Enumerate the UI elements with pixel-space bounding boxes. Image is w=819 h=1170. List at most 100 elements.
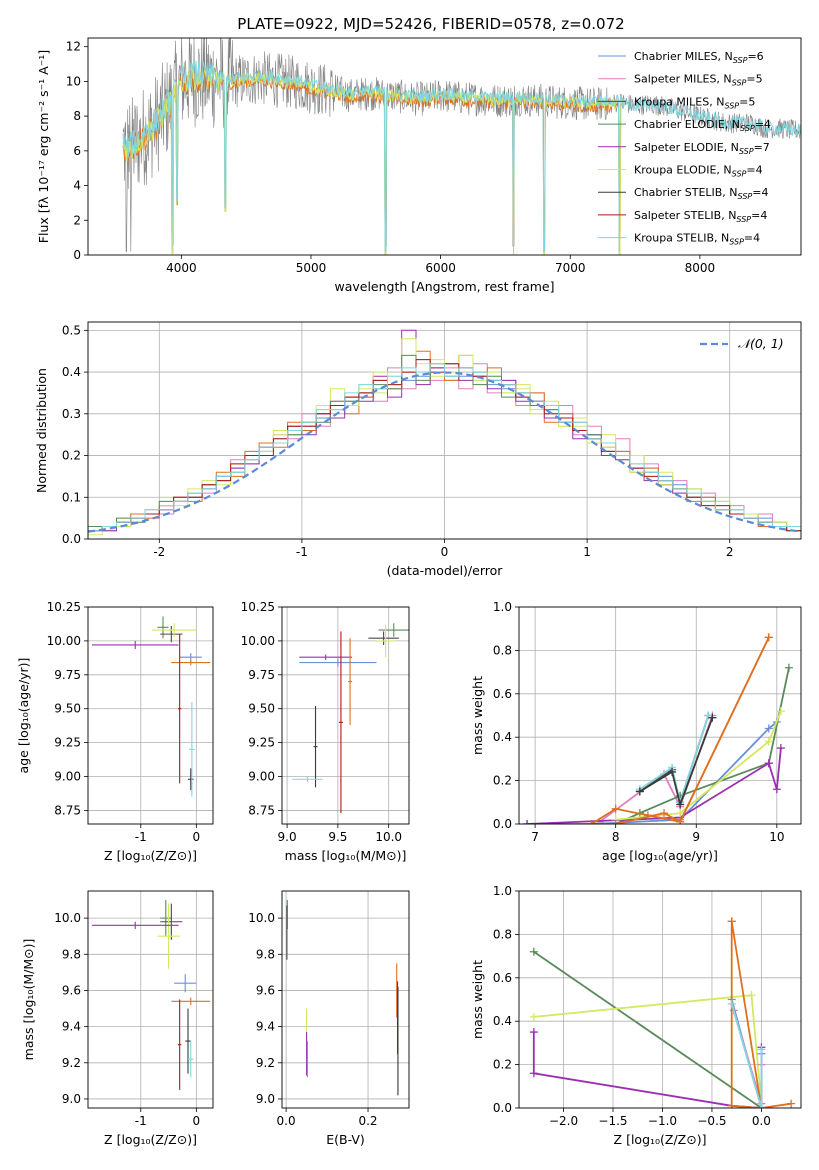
age_vs_Z-ytick-label: 10.25 [47,600,81,614]
legend-label: Chabrier MILES, NSSP=6 [634,50,764,65]
mass_vs_ebv-ytick-label: 9.0 [256,1092,275,1106]
mass_vs_Z-xtick-label: 0 [193,1114,201,1128]
mass_weight_vs_Z-xtick-label: −0.5 [697,1114,726,1128]
mass_vs_ebv-panel: 0.0 0.2 9.0 9.2 9.4 9.6 9.8 10.0 E(B-V) [248,890,410,1147]
mass_weight_vs_age-ytick-label: 0.4 [493,730,512,744]
mass-weight-marker [784,663,793,672]
mass-weight-marker [727,917,736,926]
mass_weight_vs_age-frame [518,606,802,825]
age_vs_mass-ytick-label: 9.00 [248,770,275,784]
mass-weight-marker [708,713,717,722]
legend-label: Chabrier ELODIE, NSSP=4 [634,118,771,133]
age_vs_Z-plot-area [91,616,211,797]
mass_vs_ebv-xtick-label: 0.0 [277,1114,296,1128]
spectrum-xtick-label: 6000 [425,261,456,275]
mass_vs_ebv-ytick-label: 9.8 [256,947,275,961]
mass-weight-marker [643,811,652,820]
age_vs_Z-ytick-label: 9.50 [54,702,81,716]
mass-weight-marker [787,1099,796,1108]
figure-title: PLATE=0922, MJD=52426, FIBERID=0578, z=0… [237,15,624,33]
age_vs_Z-ytick-label: 8.75 [54,803,81,817]
mass_weight_vs_Z-xtick-label: −2.0 [549,1114,578,1128]
mass_vs_Z-ytick-label: 9.0 [62,1092,81,1106]
mass_weight_vs_Z-frame [518,890,802,1109]
mass-weight-line [615,710,782,821]
mass_vs_Z-xlabel: Z [log₁₀(Z/Z⊙)] [104,1132,197,1147]
age_vs_mass-plot-area [292,623,409,814]
residuals-panel: -2 -1 0 1 2 0.0 0.1 0.2 0.3 0.4 0.5 𝒩(0, 1) (data-mo… [34,321,802,578]
mass_weight_vs_age-xtick-label: 8 [612,830,620,844]
mass-weight-marker [529,1028,538,1037]
mass_weight_vs_Z-xtick-label: −1.5 [598,1114,627,1128]
age_vs_Z-ytick-label: 9.75 [54,668,81,682]
mass_vs_Z-panel: -1 0 9.0 9.2 9.4 9.6 9.8 10.0 Z [log₁₀(Z/Z⊙)] mas… [21,890,214,1147]
mass_vs_ebv-plot-area [286,900,399,1096]
age_vs_Z-xlabel: Z [log₁₀(Z/Z⊙)] [104,848,197,863]
age_vs_mass-xtick-label: 9.0 [278,830,297,844]
mass-weight-marker [747,991,756,1000]
legend-label: Kroupa ELODIE, NSSP=4 [634,164,763,179]
mass-weight-marker [704,711,713,720]
mass_weight_vs_age-xtick-label: 10 [769,830,784,844]
mass_weight_vs_Z-panel: −2.0 −1.5 −1.0 −0.5 0.0 0.0 0.2 0.4 0.6 0.8 1.0 Z [… [470,884,802,1147]
age_vs_mass-xlabel: mass [log₁₀(M/M⊙)] [285,848,407,863]
histogram-series [88,363,801,539]
mass-weight-marker [776,744,785,753]
spectrum-ytick-label: 12 [66,40,81,54]
spectrum-ytick-label: 10 [66,74,81,88]
mass_vs_Z-ytick-label: 9.4 [62,1020,81,1034]
mass-weight-line [730,1003,763,1108]
residuals-xtick-label: -2 [153,545,165,559]
mass-weight-line [730,921,792,1108]
mass_vs_Z-frame [87,890,214,1109]
age_vs_mass-panel: 9.0 9.5 10.0 8.75 9.00 9.25 9.50 9.75 10.00 10.25… [241,600,410,863]
age_vs_mass-ytick-label: 9.25 [248,736,275,750]
mass_weight_vs_Z-ytick-label: 0.6 [493,971,512,985]
legend-label: Chabrier STELIB, NSSP=4 [634,186,768,201]
legend-label: Salpeter STELIB, NSSP=4 [634,209,767,224]
mass_weight_vs_Z-xtick-label: 0.0 [752,1114,771,1128]
mass-weight-line [730,921,763,1108]
mass_weight_vs_Z-ytick-label: 0.2 [493,1058,512,1072]
mass-weight-marker [764,759,773,768]
age_vs_Z-ytick-label: 9.00 [54,770,81,784]
mass_vs_Z-xtick-label: -1 [135,1114,147,1128]
residuals-ytick-label: 0.1 [62,490,81,504]
normal-curve [88,371,801,533]
residuals-xtick-label: -1 [296,545,308,559]
mass-weight-marker [676,809,685,818]
mass-weight-marker [668,767,677,776]
mass_weight_vs_age-ytick-label: 0.2 [493,774,512,788]
mass_weight_vs_Z-xtick-label: −1.0 [648,1114,677,1128]
mass_weight_vs_age-xlabel: age [log₁₀(age/yr)] [602,848,718,863]
age_vs_mass-ytick-label: 8.75 [248,803,275,817]
age_vs_mass-xtick-label: 9.5 [328,830,347,844]
residuals-plot-area [88,329,801,539]
mass_vs_Z-ytick-label: 10.0 [54,911,81,925]
spectrum-frame [87,37,802,256]
mass-weight-marker [757,1104,766,1108]
mass_weight_vs_age-panel: 7 8 9 10 0.0 0.2 0.4 0.6 0.8 1.0 age [log₁₀(age/yr… [470,600,802,863]
mass_weight_vs_age-ytick-label: 0.8 [493,643,512,657]
mass_weight_vs_age-plot-area [523,633,793,824]
mass_weight_vs_Z-ytick-label: 0.0 [493,1101,512,1115]
mass_vs_ebv-ytick-label: 10.0 [248,911,275,925]
legend-label: Salpeter ELODIE, NSSP=7 [634,141,770,156]
spectrum-ytick-label: 0 [73,248,81,262]
mass-weight-marker [676,800,685,809]
mass_weight_vs_age-ylabel: mass weight [470,676,485,755]
mass-weight-line [533,951,762,1108]
residuals-xtick-label: 2 [726,545,734,559]
spectrum-ytick-label: 6 [73,144,81,158]
mass_weight_vs_Z-plot-area [529,917,796,1108]
mass_vs_Z-plot-area [91,900,211,1090]
spectrum-xtick-label: 8000 [685,261,716,275]
residuals-ytick-label: 0.4 [62,365,81,379]
mass-weight-marker [529,1012,538,1021]
legend-label: 𝒩(0, 1) [738,336,784,351]
mass-weight-marker [529,947,538,956]
mass_weight_vs_age-xtick-label: 7 [531,830,539,844]
mass-weight-line [533,994,763,1104]
legend-label: Kroupa MILES, NSSP=5 [634,95,755,110]
mass-weight-marker [660,809,669,818]
